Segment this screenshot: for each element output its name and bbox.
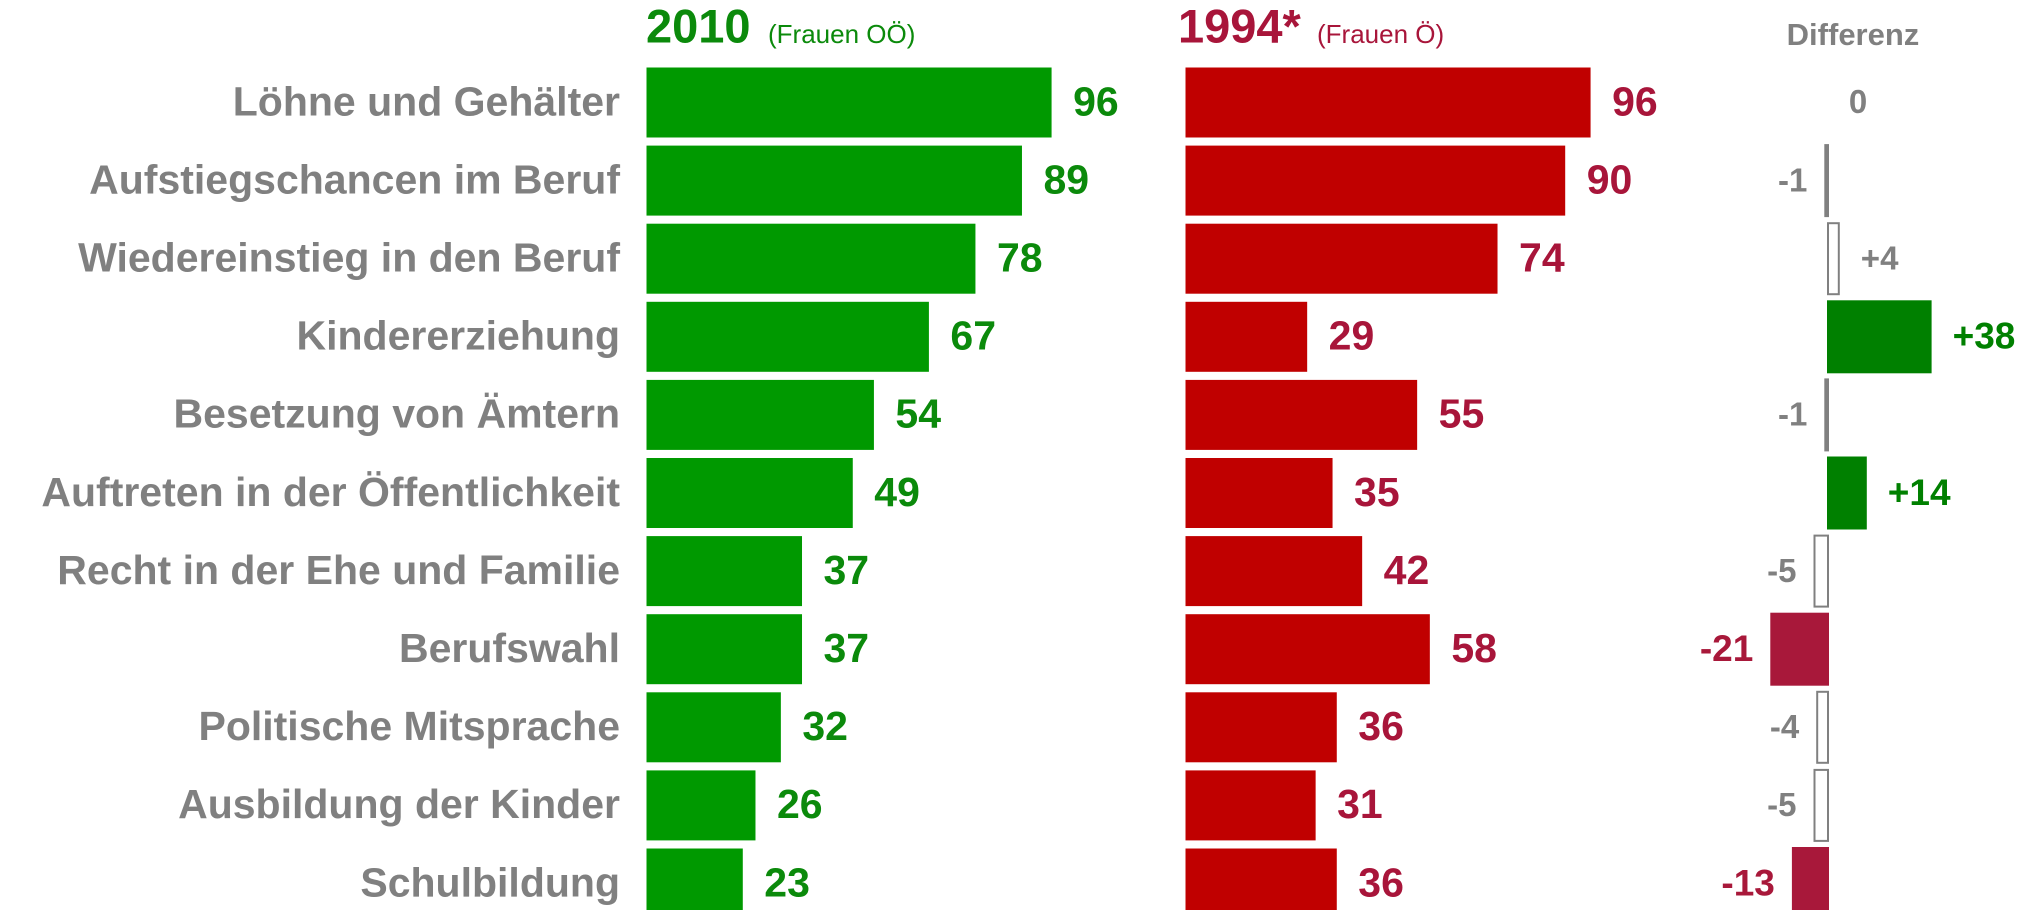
difference-bar bbox=[1824, 378, 1830, 452]
value-label: 58 bbox=[1451, 625, 1497, 671]
category-label: Kindererziehung bbox=[297, 313, 620, 359]
value-label: 23 bbox=[764, 859, 810, 905]
value-label: 55 bbox=[1439, 391, 1485, 437]
difference-label: +4 bbox=[1861, 239, 1899, 276]
difference-bar bbox=[1824, 144, 1830, 218]
value-label: 89 bbox=[1043, 156, 1089, 202]
value-label: 31 bbox=[1337, 781, 1383, 827]
difference-bar bbox=[1816, 690, 1829, 764]
value-label: 36 bbox=[1358, 703, 1404, 749]
value-label: 26 bbox=[777, 781, 823, 827]
category-label: Schulbildung bbox=[360, 859, 620, 905]
difference-bar bbox=[1827, 456, 1867, 530]
value-label: 35 bbox=[1354, 469, 1400, 515]
value-label: 78 bbox=[997, 235, 1043, 281]
difference-label: +38 bbox=[1953, 316, 2016, 357]
value-label: 96 bbox=[1612, 78, 1658, 124]
category-label: Wiedereinstieg in den Beruf bbox=[78, 235, 620, 281]
bar bbox=[645, 535, 804, 608]
bar bbox=[1184, 457, 1334, 529]
value-label: 37 bbox=[824, 547, 870, 593]
category-label: Löhne und Gehälter bbox=[233, 78, 620, 124]
bar bbox=[1184, 144, 1567, 217]
category-label: Recht in der Ehe und Familie bbox=[57, 547, 620, 593]
value-label: 32 bbox=[802, 703, 848, 749]
difference-bar bbox=[1791, 847, 1830, 910]
difference-label: -21 bbox=[1700, 628, 1753, 669]
panel-title: Differenz bbox=[1787, 17, 1920, 52]
panel-title: 2010 bbox=[646, 0, 751, 52]
panel-title: 1994* bbox=[1178, 0, 1302, 52]
bar bbox=[1184, 378, 1419, 451]
difference-label: -1 bbox=[1778, 396, 1807, 433]
category-label: Berufswahl bbox=[399, 625, 620, 671]
value-label: 36 bbox=[1358, 859, 1404, 905]
value-label: 74 bbox=[1519, 235, 1565, 281]
value-label: 49 bbox=[874, 469, 920, 515]
difference-label: +14 bbox=[1888, 472, 1951, 513]
difference-bar bbox=[1770, 612, 1830, 686]
difference-label: -5 bbox=[1767, 786, 1796, 823]
category-label: Ausbildung der Kinder bbox=[178, 781, 620, 827]
difference-bar bbox=[1827, 300, 1932, 374]
bar bbox=[1184, 66, 1592, 139]
difference-label: -4 bbox=[1770, 708, 1800, 745]
bar bbox=[1184, 613, 1431, 686]
bar bbox=[645, 144, 1023, 217]
bar bbox=[1184, 691, 1338, 764]
value-label: 90 bbox=[1587, 156, 1633, 202]
category-label: Politische Mitsprache bbox=[198, 703, 620, 749]
bar bbox=[1184, 535, 1364, 608]
value-label: 37 bbox=[824, 625, 870, 671]
bar bbox=[1184, 847, 1338, 910]
difference-label: -1 bbox=[1778, 161, 1807, 198]
category-label: Besetzung von Ämtern bbox=[174, 391, 621, 437]
value-label: 96 bbox=[1073, 78, 1119, 124]
value-label: 42 bbox=[1384, 547, 1430, 593]
value-label: 54 bbox=[895, 391, 941, 437]
bar bbox=[645, 222, 977, 295]
bar bbox=[645, 691, 782, 764]
value-label: 67 bbox=[950, 313, 996, 359]
difference-label: 0 bbox=[1849, 83, 1867, 120]
value-label: 29 bbox=[1329, 313, 1375, 359]
bar bbox=[645, 300, 930, 373]
bar bbox=[645, 457, 854, 529]
bar bbox=[1184, 769, 1317, 842]
bar bbox=[645, 66, 1053, 139]
bar bbox=[645, 769, 757, 842]
difference-label: -13 bbox=[1721, 862, 1774, 903]
bar bbox=[645, 378, 875, 451]
bar bbox=[1184, 222, 1499, 295]
bar bbox=[1184, 300, 1309, 373]
category-label: Auftreten in der Öffentlichkeit bbox=[41, 469, 620, 515]
difference-label: -5 bbox=[1767, 552, 1796, 589]
panel-subtitle: (Frauen OÖ) bbox=[768, 19, 915, 49]
panel-subtitle: (Frauen Ö) bbox=[1317, 19, 1444, 49]
difference-bar bbox=[1813, 534, 1829, 608]
category-label: Aufstiegschancen im Beruf bbox=[89, 156, 620, 202]
difference-bar bbox=[1813, 768, 1829, 842]
difference-bar bbox=[1827, 222, 1840, 296]
bar bbox=[645, 847, 744, 910]
bar bbox=[645, 613, 804, 686]
